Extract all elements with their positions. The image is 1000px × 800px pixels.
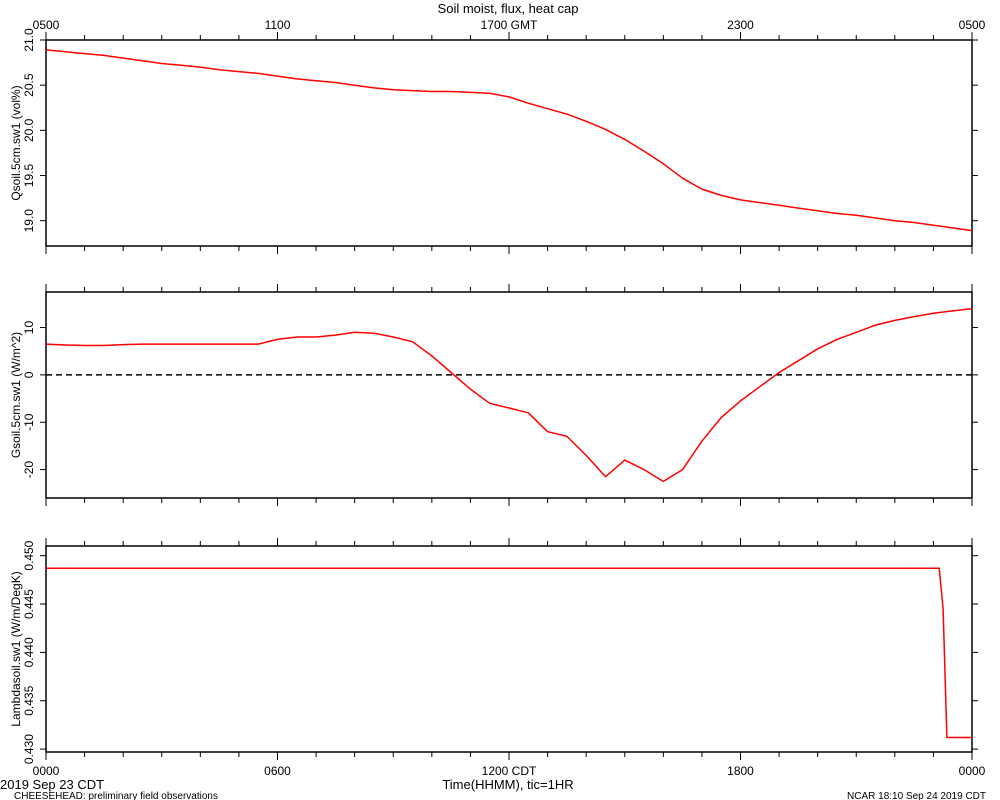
chart-panels: 19.0 19.5 20.0 20.5 21.0 Qsoil.5cm.sw1 (vol%)… <box>9 18 986 778</box>
panel-1: 19.0 19.5 20.0 20.5 21.0 Qsoil.5cm.sw1 (vol%) <box>9 28 978 254</box>
top-x-tick-label: 1100 <box>265 18 291 32</box>
panel-3: 0.430 0.435 0.440 0.445 0.450Lambdasoil.sw1 … <box>9 538 978 764</box>
x-axis-label: Time(HHMM), tic=1HR <box>442 777 573 792</box>
y-tick-label: 20.5 <box>22 73 36 97</box>
panel-frame <box>45 291 973 499</box>
y-axis-label: Lambdasoil.sw1 (W/m/DegK) <box>9 571 23 726</box>
bottom-x-tick-label: 0600 <box>264 764 291 778</box>
top-x-tick-label: 0500 <box>959 18 986 32</box>
footer-date: 2019 Sep 23 CDT <box>0 777 104 792</box>
bottom-x-tick-label: 0000 <box>33 764 60 778</box>
y-tick-label: 0.435 <box>22 685 36 715</box>
chart-title: Soil moist, flux, heat cap <box>438 1 579 16</box>
y-tick-label: 19.5 <box>22 164 36 188</box>
series-line <box>45 307 973 483</box>
top-x-tick-label: 2300 <box>727 18 754 32</box>
bottom-x-tick-label: 1200 CDT <box>482 764 537 778</box>
top-x-tick-label: 1700 GMT <box>481 18 538 32</box>
y-tick-label: 0.450 <box>22 540 36 570</box>
y-tick-label: 19.0 <box>22 209 36 233</box>
y-tick-label: 0.430 <box>22 734 36 764</box>
y-tick-label: 0.440 <box>22 637 36 667</box>
footer-note: CHEESEHEAD: preliminary field observatio… <box>14 791 218 800</box>
bottom-x-tick-label: 0000 <box>959 764 986 778</box>
footer-credit: NCAR 18:10 Sep 24 2019 CDT <box>847 791 986 800</box>
y-tick-label: 20.0 <box>22 118 36 142</box>
panel-frame <box>45 545 973 753</box>
y-tick-label: 21.0 <box>22 28 36 52</box>
y-tick-label: 10 <box>22 321 36 335</box>
y-tick-label: 0 <box>22 371 36 378</box>
bottom-x-tick-label: 1800 <box>727 764 754 778</box>
y-axis-label: Gsoil.5cm.sw1 (W/m^2) <box>9 332 23 458</box>
panel-frame <box>45 39 973 247</box>
top-x-tick-label: 0500 <box>33 18 60 32</box>
y-axis-label: Qsoil.5cm.sw1 (vol%) <box>9 85 23 200</box>
y-tick-label: -10 <box>22 413 36 431</box>
y-tick-label: 0.445 <box>22 589 36 619</box>
y-tick-label: -20 <box>22 461 36 479</box>
series-line <box>45 49 973 232</box>
series-line <box>46 567 972 739</box>
